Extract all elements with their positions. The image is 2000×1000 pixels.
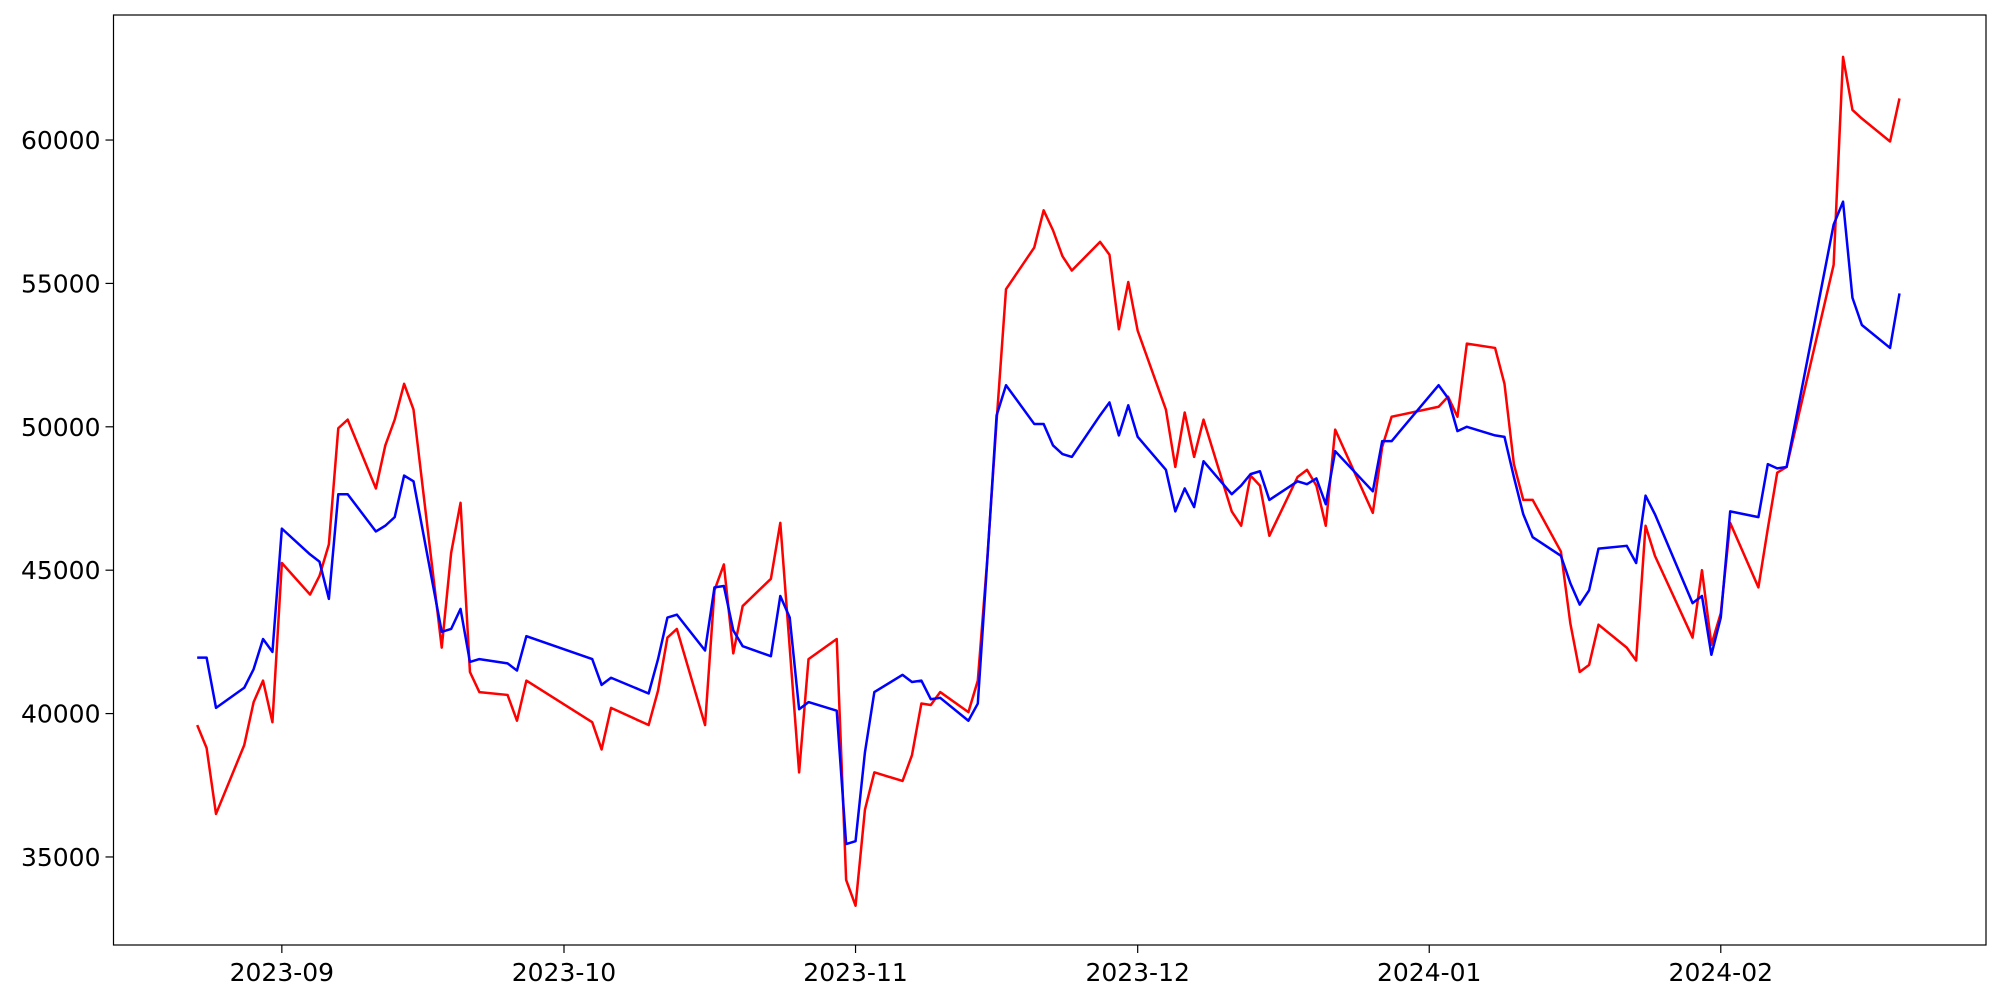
y-tick-label: 55000: [21, 269, 101, 298]
y-tick-label: 60000: [21, 126, 101, 155]
x-tick-label: 2024-02: [1669, 958, 1773, 987]
x-tick-label: 2023-11: [803, 958, 907, 987]
x-tick-label: 2023-10: [512, 958, 616, 987]
data-line: [197, 200, 1901, 846]
y-tick-label: 45000: [21, 556, 101, 585]
plot-frame: [112, 14, 1987, 946]
x-tick-label: 2024-01: [1377, 958, 1481, 987]
x-tick-label: 2023-12: [1085, 958, 1189, 987]
y-tick-label: 50000: [21, 413, 101, 442]
y-tick-label: 35000: [21, 843, 101, 872]
data-line: [196, 55, 1901, 907]
x-tick-label: 2023-09: [230, 958, 334, 987]
y-tick-label: 40000: [21, 700, 101, 729]
